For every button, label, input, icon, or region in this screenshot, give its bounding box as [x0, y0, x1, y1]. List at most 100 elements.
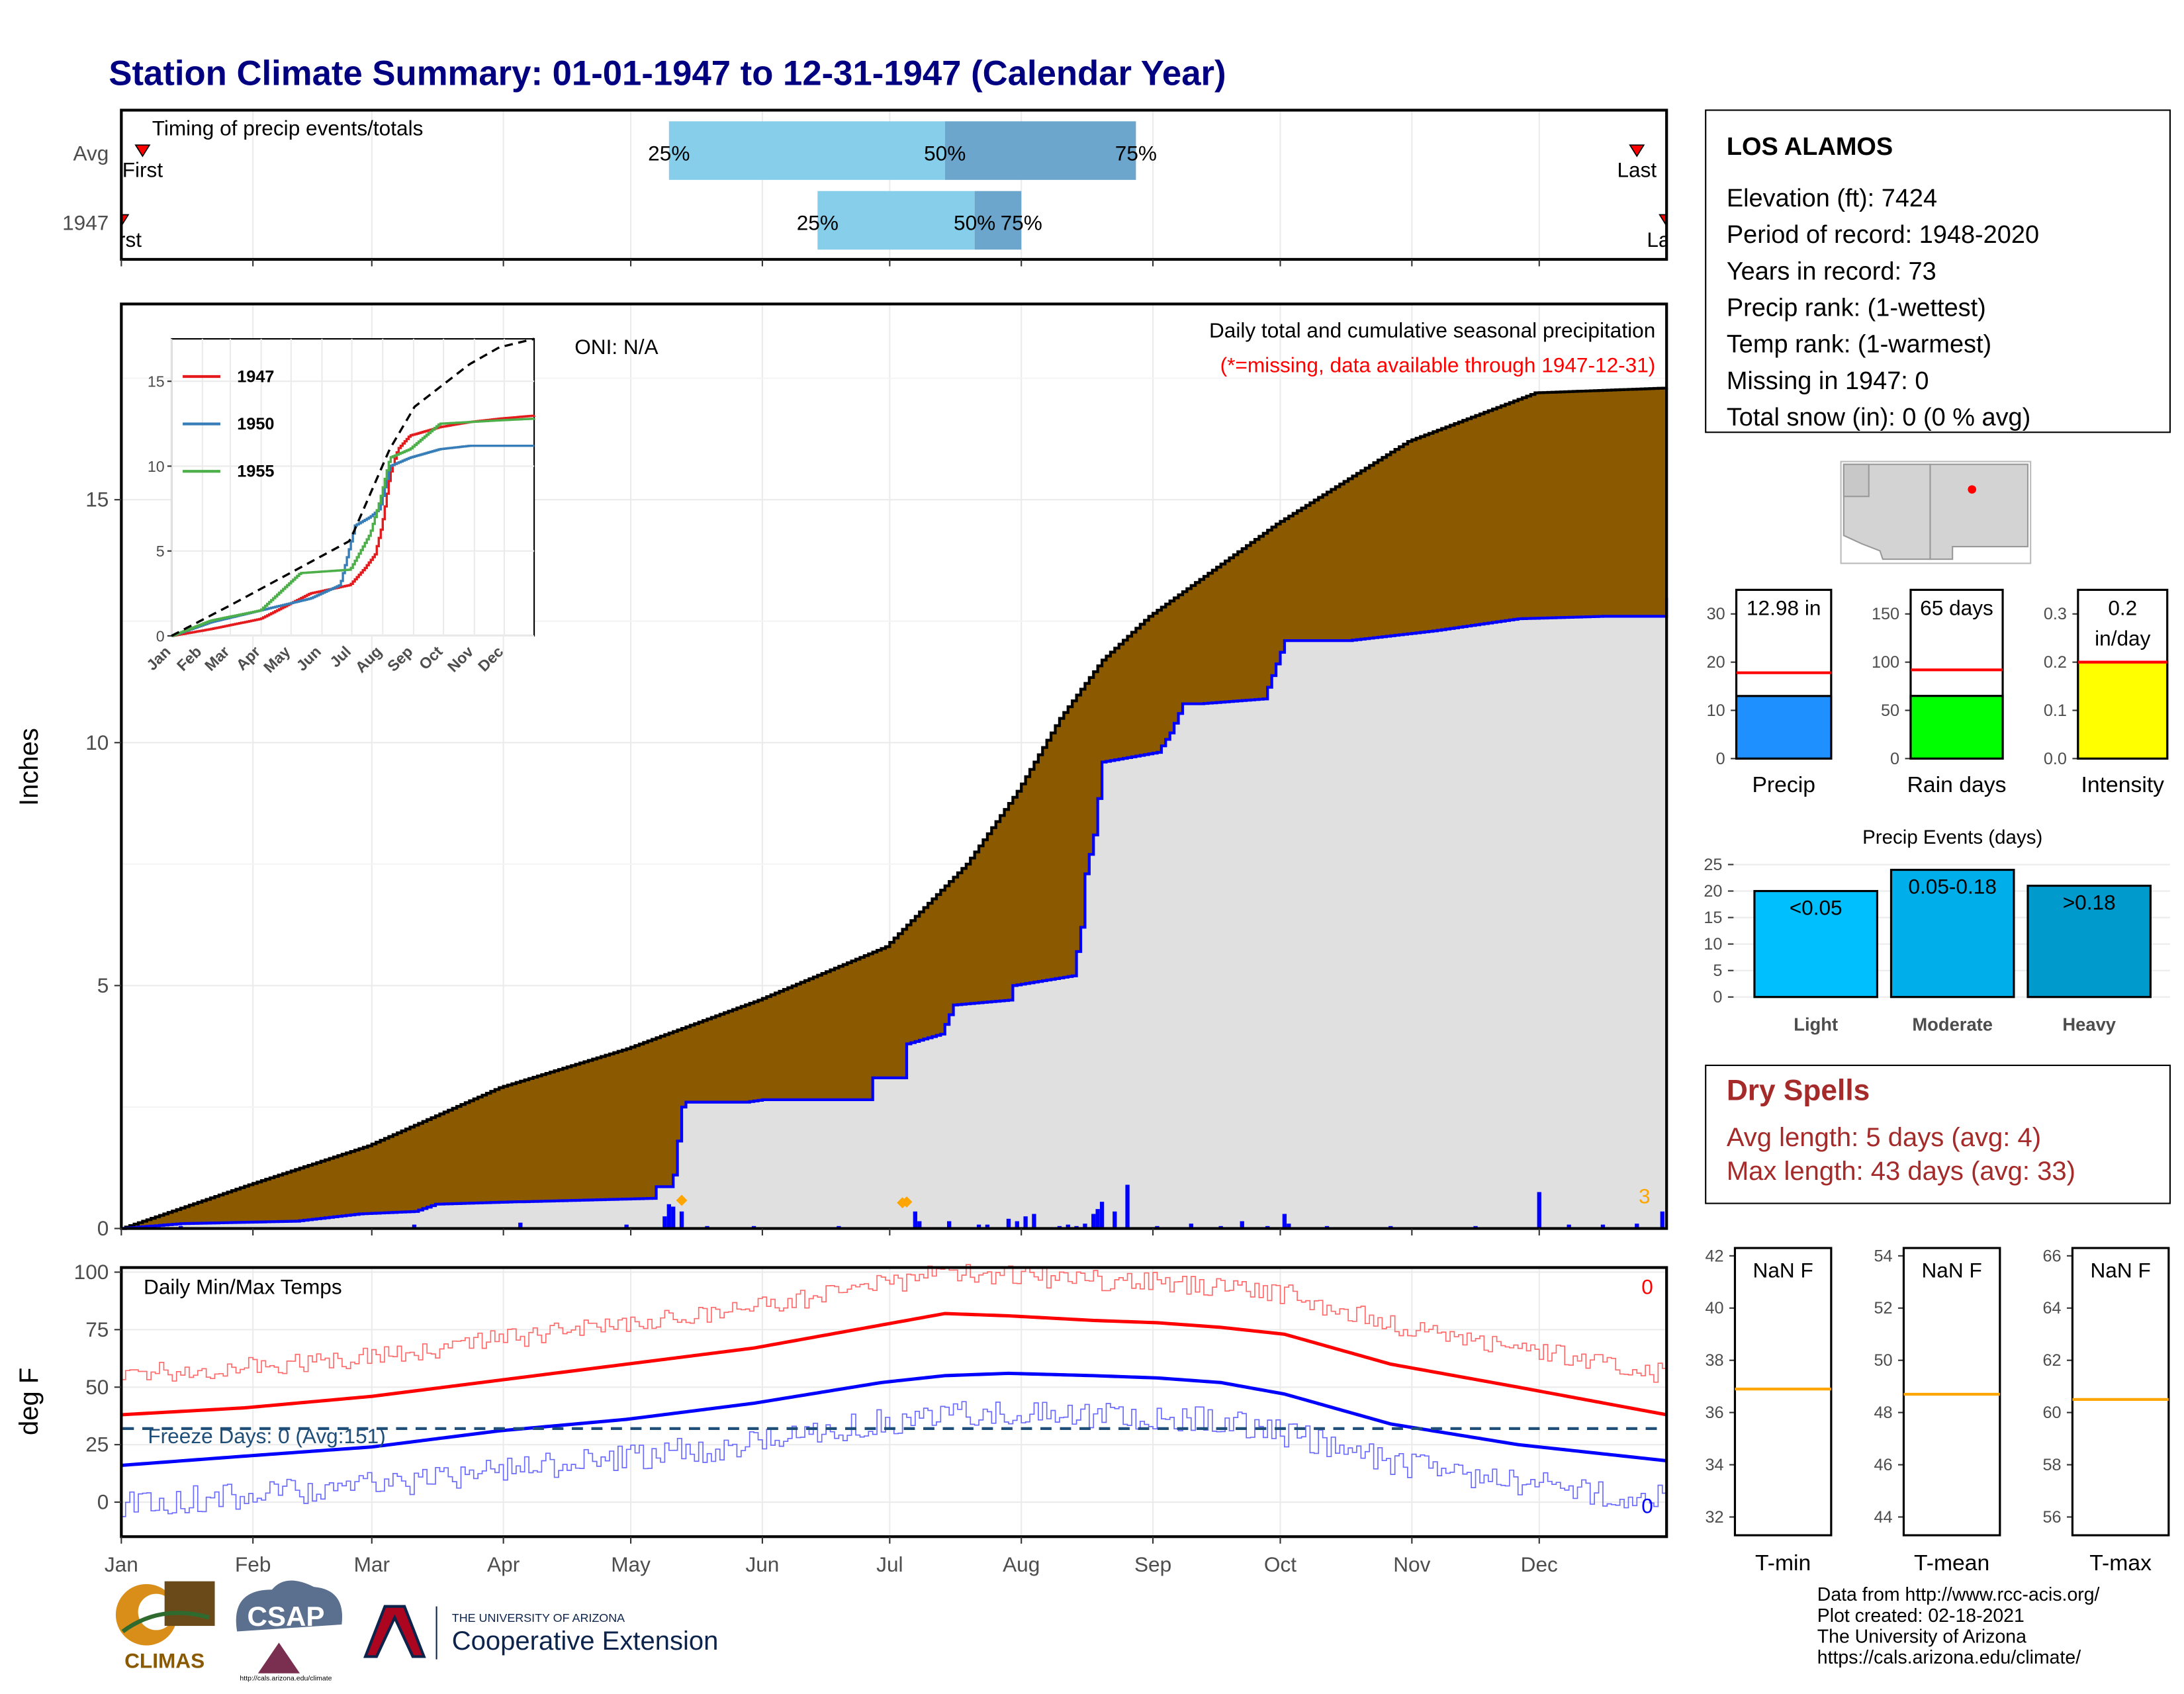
- timing-pct-label: 75%: [1001, 211, 1042, 235]
- summary-bar: [1735, 695, 1833, 760]
- tsum-ytick-label: 56: [2042, 1508, 2061, 1527]
- summary-value-label: 65 days: [1920, 596, 1993, 619]
- events-ytick-label: 5: [1713, 961, 1722, 980]
- daily-precip-bar: [1189, 1224, 1193, 1229]
- daily-precip-bar: [1006, 1218, 1011, 1229]
- daily-precip-bar: [1095, 1209, 1100, 1229]
- daily-precip-bar: [1287, 1224, 1291, 1229]
- inset-legend-label: 1955: [237, 463, 274, 481]
- record-max-line: [121, 1264, 1668, 1383]
- daily-precip-bar: [1537, 1192, 1541, 1229]
- temp-ytick-label: 100: [74, 1260, 109, 1284]
- missing-note: (*=missing, data available through 1947-…: [1220, 353, 1656, 377]
- tsum-ytick-label: 38: [1705, 1351, 1723, 1370]
- precip-ytick-label: 0: [97, 1216, 109, 1240]
- tsum-ytick-label: 64: [2042, 1299, 2061, 1317]
- avg-cumulative-line: [121, 386, 1668, 1230]
- ua-logo: THE UNIVERSITY OF ARIZONA Cooperative Ex…: [363, 1605, 718, 1660]
- daily-precip-bar: [913, 1211, 917, 1229]
- precip-ytick-label: 5: [97, 973, 109, 997]
- record-min-line: [121, 1401, 1668, 1517]
- tsum-ytick-label: 50: [1874, 1351, 1892, 1370]
- daily-precip-bar: [679, 1211, 684, 1229]
- temp-ytick-label: 0: [97, 1490, 109, 1514]
- inset-ytick-label: 5: [156, 543, 165, 560]
- first-event-marker: [134, 144, 151, 157]
- summary-ytick-label: 30: [1707, 605, 1725, 623]
- precip-ytick-label: 10: [85, 731, 109, 754]
- events-ytick-label: 10: [1704, 935, 1722, 954]
- climas-logo: CLIMAS: [115, 1581, 215, 1672]
- month-label: Mar: [354, 1552, 390, 1576]
- inset-ytick-label: 10: [148, 458, 165, 475]
- daily-precip-bar: [1023, 1216, 1028, 1229]
- tsum-ytick-label: 44: [1874, 1508, 1892, 1527]
- timing-pct-label: 50%: [954, 211, 995, 235]
- precip-panel: 0 5 10 15 Inches Daily total and cumulative…: [15, 302, 1668, 1240]
- tsum-category-label: T-mean: [1914, 1550, 1989, 1576]
- timing-row-avg-label: Avg: [73, 141, 109, 165]
- events-ytick-label: 15: [1704, 909, 1722, 927]
- daily-precip-bar: [518, 1222, 523, 1229]
- timing-bar-early: [817, 191, 975, 250]
- events-bar-label: <0.05: [1790, 895, 1843, 919]
- temperature-summary-bars: 32 34 36 38 40 42 NaN F T-min 44 46 48 50 52 54 NaN F T…: [1705, 1247, 2170, 1576]
- tsum-value-label: NaN F: [1921, 1258, 1981, 1282]
- summary-category-label: Precip: [1752, 772, 1815, 797]
- daily-precip-bar: [1660, 1211, 1664, 1229]
- summary-ytick-label: 0.2: [2044, 653, 2067, 672]
- footer-line: https://cals.arizona.edu/climate/: [1817, 1647, 2081, 1668]
- daily-precip-bar: [624, 1224, 629, 1229]
- station-info-line: Years in record: 73: [1727, 257, 1936, 285]
- precip-legend-title: Daily total and cumulative seasonal prec…: [1209, 318, 1655, 342]
- summary-bars: 0 10 20 30 12.98 in Precip 0 50 100 150 65 days Rai…: [1707, 588, 2169, 797]
- first-event-label: First: [101, 228, 142, 251]
- summary-ytick-label: 0: [1890, 750, 1899, 768]
- temp-count-top: 0: [1641, 1275, 1653, 1299]
- tsum-ytick-label: 40: [1705, 1299, 1723, 1317]
- month-label: Aug: [1003, 1552, 1040, 1576]
- summary-category-label: Rain days: [1907, 772, 2007, 797]
- events-category-label: Light: [1794, 1014, 1838, 1034]
- tsum-ytick-label: 32: [1705, 1508, 1723, 1527]
- station-info-line: Elevation (ft): 7424: [1727, 185, 1937, 212]
- month-label: Feb: [235, 1552, 271, 1576]
- inset-series-line: [171, 418, 535, 637]
- tsum-ytick-label: 62: [2042, 1351, 2061, 1370]
- tsum-category-label: T-min: [1755, 1550, 1811, 1576]
- daily-precip-bar: [1240, 1221, 1244, 1229]
- csap-logo-text: CSAP: [247, 1601, 324, 1632]
- month-label: Nov: [1393, 1552, 1430, 1576]
- daily-precip-bar: [1600, 1224, 1606, 1229]
- month-label: Sep: [1134, 1552, 1171, 1576]
- daily-precip-bar: [412, 1224, 417, 1229]
- footer-line: Data from http://www.rcc-acis.org/: [1817, 1584, 2100, 1605]
- station-info-line: Temp rank: (1-warmest): [1727, 331, 1991, 359]
- tsum-value-label: NaN F: [2090, 1258, 2150, 1282]
- timing-bar-late: [974, 191, 1022, 250]
- tsum-ytick-label: 42: [1705, 1247, 1723, 1265]
- events-category-label: Heavy: [2062, 1014, 2116, 1034]
- tsum-ytick-label: 48: [1874, 1404, 1892, 1422]
- temperature-panel: 0 25 50 75 100 deg F Daily Min/Max Temps Fre…: [15, 1260, 1668, 1538]
- tsum-ytick-label: 66: [2042, 1247, 2061, 1265]
- temp-ytick-label: 50: [85, 1375, 109, 1399]
- climas-logo-text: CLIMAS: [124, 1648, 205, 1672]
- year-cumulative-line: [121, 598, 1668, 1230]
- summary-ytick-label: 0: [1716, 750, 1725, 768]
- summary-bar: [1909, 695, 2004, 760]
- events-ytick-label: 20: [1704, 882, 1722, 901]
- freeze-days-label: Freeze Days: 0 (Avg:151): [148, 1424, 385, 1448]
- summary-value-label: 12.98 in: [1747, 596, 1821, 619]
- csap-logo: CSAP http://cals.arizona.edu/climate: [236, 1580, 343, 1682]
- events-bar: [2026, 884, 2152, 999]
- tsum-ytick-label: 58: [2042, 1456, 2061, 1474]
- dry-spells-max: Max length: 43 days (avg: 33): [1727, 1157, 2075, 1186]
- precip-ytick-label: 15: [85, 488, 109, 512]
- events-bar-label: 0.05-0.18: [1908, 874, 1997, 898]
- summary-value-label: in/day: [2095, 627, 2151, 650]
- events-ytick-label: 0: [1713, 988, 1722, 1006]
- logos: CLIMAS CSAP http://cals.arizona.edu/clim…: [115, 1580, 718, 1682]
- temp-title: Daily Min/Max Temps: [144, 1275, 342, 1299]
